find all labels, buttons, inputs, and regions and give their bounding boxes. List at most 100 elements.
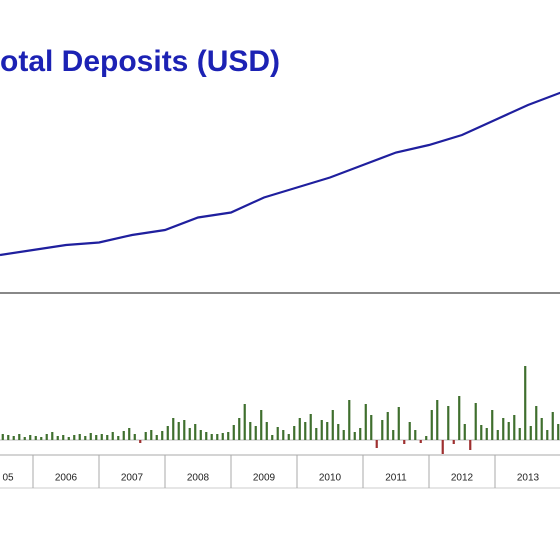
bar [496, 430, 499, 440]
bar [166, 426, 169, 440]
bar [18, 434, 21, 440]
bar [282, 430, 285, 440]
bar [276, 427, 279, 440]
bar [403, 440, 406, 444]
x-tick-label: 2009 [253, 473, 276, 484]
bar [243, 404, 246, 440]
bar [254, 426, 257, 440]
bar [45, 434, 48, 440]
bar [139, 440, 142, 443]
bar [23, 437, 26, 440]
bar [370, 415, 373, 440]
bar [540, 418, 543, 440]
bar [62, 435, 65, 440]
bar [249, 422, 252, 440]
chart-title: otal Deposits (USD) [0, 45, 280, 78]
bar [414, 430, 417, 440]
bar [227, 432, 230, 440]
bar [557, 424, 560, 440]
bar [419, 440, 422, 443]
bar [194, 424, 197, 440]
bar [188, 428, 191, 440]
bar [397, 407, 400, 440]
x-tick-label: 2011 [385, 473, 407, 484]
bar [353, 432, 356, 440]
bar [67, 437, 70, 440]
bar [89, 433, 92, 440]
bar [205, 432, 208, 440]
bar [238, 418, 241, 440]
bar [309, 414, 312, 440]
bar [111, 432, 114, 440]
bar [106, 435, 109, 440]
bar [216, 434, 219, 440]
bar [51, 432, 54, 440]
bar [513, 415, 516, 440]
bar [507, 422, 510, 440]
bar [337, 424, 340, 440]
bar [529, 426, 532, 440]
bar [34, 436, 37, 440]
bar [474, 403, 477, 440]
bar [221, 433, 224, 440]
bar [348, 400, 351, 440]
bar [73, 435, 76, 440]
x-tick-label: 2006 [55, 473, 78, 484]
bar [326, 422, 329, 440]
bar [441, 440, 444, 454]
bar [425, 436, 428, 440]
bar [502, 418, 505, 440]
bar [469, 440, 472, 450]
bar [232, 425, 235, 440]
bar [128, 428, 131, 440]
bar [287, 434, 290, 440]
bar [304, 422, 307, 440]
bar [320, 420, 323, 440]
bar [161, 431, 164, 440]
bar [386, 412, 389, 440]
bar [172, 418, 175, 440]
bar [480, 425, 483, 440]
bar [260, 410, 263, 440]
bar [447, 406, 450, 440]
bar [183, 420, 186, 440]
bar [40, 437, 43, 440]
bar [29, 435, 32, 440]
bar [392, 430, 395, 440]
bar [298, 418, 301, 440]
bar [100, 434, 103, 440]
bar [364, 404, 367, 440]
bar [150, 430, 153, 440]
x-tick-label: 05 [2, 473, 14, 484]
bar [7, 435, 10, 440]
bar [359, 428, 362, 440]
bar [95, 435, 98, 440]
bar [133, 434, 136, 440]
deposit-line [0, 91, 560, 257]
bar [375, 440, 378, 448]
bar [452, 440, 455, 444]
x-tick-label: 2008 [187, 473, 210, 484]
bar [1, 434, 4, 440]
bar [144, 432, 147, 440]
bar [78, 434, 81, 440]
bar [491, 410, 494, 440]
bar [210, 434, 213, 440]
bar [485, 428, 488, 440]
x-tick-label: 2007 [121, 473, 144, 484]
bar [551, 412, 554, 440]
bar [84, 436, 87, 440]
bar [12, 436, 15, 440]
bar [463, 424, 466, 440]
bar [271, 435, 274, 440]
bar [430, 410, 433, 440]
bar [315, 428, 318, 440]
bar [117, 436, 120, 440]
x-tick-label: 2013 [517, 473, 540, 484]
x-tick-label: 2010 [319, 473, 342, 484]
bar [56, 436, 59, 440]
x-tick-label: 2012 [451, 473, 474, 484]
bar [381, 420, 384, 440]
bar [265, 422, 268, 440]
